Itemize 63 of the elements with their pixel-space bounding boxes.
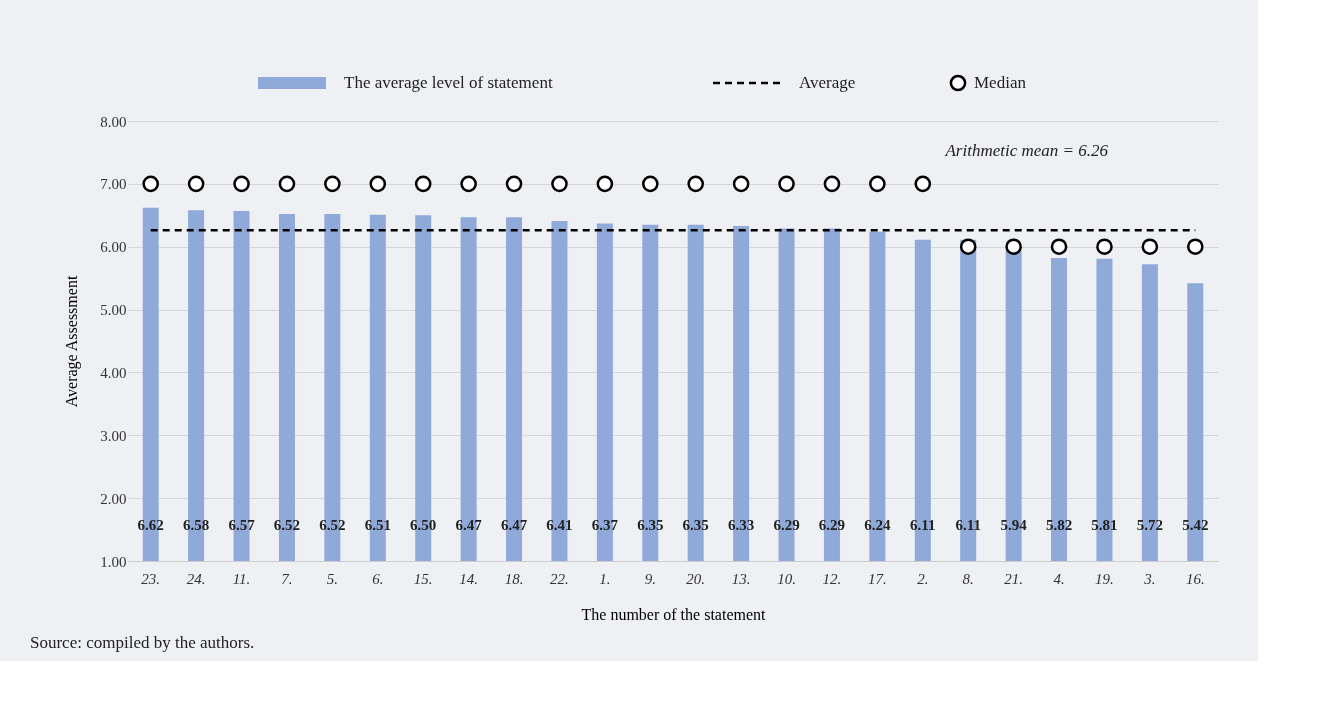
data-label: 6.47 bbox=[455, 517, 483, 533]
x-tick-label: 21. bbox=[1004, 570, 1023, 587]
y-tick-label: 6.00 bbox=[100, 239, 127, 256]
x-tick-label: 17. bbox=[868, 570, 887, 587]
x-tick-label: 13. bbox=[731, 570, 751, 587]
y-tick-label: 8.00 bbox=[100, 113, 127, 130]
data-label: 6.58 bbox=[183, 517, 210, 533]
y-tick-label: 3.00 bbox=[100, 427, 127, 444]
data-label: 6.33 bbox=[728, 517, 755, 533]
x-axis-title: The number of the statement bbox=[581, 605, 767, 623]
data-label: 5.94 bbox=[1000, 517, 1028, 533]
y-tick-label: 1.00 bbox=[100, 553, 127, 570]
x-tick-label: 2. bbox=[917, 570, 929, 587]
x-tick-label: 24. bbox=[186, 570, 206, 587]
data-label: 5.82 bbox=[1045, 517, 1073, 533]
y-tick-label: 7.00 bbox=[100, 176, 127, 193]
annotation: Arithmetic mean = 6.26 bbox=[944, 141, 1109, 160]
x-tick-label: 9. bbox=[644, 570, 656, 587]
x-tick-label: 10. bbox=[777, 570, 796, 587]
legend-label: Average bbox=[799, 73, 856, 92]
data-label: 6.29 bbox=[818, 517, 846, 533]
data-label: 6.11 bbox=[955, 517, 981, 533]
data-label: 6.37 bbox=[591, 517, 619, 533]
data-label: 6.29 bbox=[773, 517, 800, 533]
y-tick-label: 5.00 bbox=[100, 302, 127, 319]
y-tick-label: 4.00 bbox=[100, 364, 127, 381]
data-label: 6.62 bbox=[137, 517, 164, 533]
y-tick-label: 2.00 bbox=[100, 490, 127, 507]
x-tick-label: 4. bbox=[1053, 570, 1065, 587]
data-label: 6.50 bbox=[410, 517, 437, 533]
x-tick-label: 3. bbox=[1143, 570, 1156, 587]
data-label: 5.81 bbox=[1091, 517, 1118, 533]
data-label: 6.35 bbox=[637, 517, 664, 533]
y-axis-title: Average Assessment bbox=[63, 275, 82, 408]
x-tick-label: 8. bbox=[962, 570, 974, 587]
data-label: 6.24 bbox=[864, 517, 891, 533]
x-tick-label: 12. bbox=[822, 570, 842, 587]
x-tick-label: 20. bbox=[686, 570, 706, 587]
data-label: 6.35 bbox=[682, 517, 709, 533]
x-tick-label: 1. bbox=[599, 570, 611, 587]
x-tick-label: 15. bbox=[413, 570, 433, 587]
x-tick-label: 16. bbox=[1185, 570, 1205, 587]
data-label: 6.51 bbox=[364, 517, 391, 533]
x-tick-label: 6. bbox=[372, 570, 384, 587]
data-label: 6.11 bbox=[910, 517, 936, 533]
x-tick-label: 23. bbox=[141, 570, 161, 587]
data-label: 6.52 bbox=[319, 517, 346, 533]
x-tick-label: 14. bbox=[459, 570, 478, 587]
x-tick-label: 22. bbox=[550, 570, 569, 587]
x-tick-label: 18. bbox=[504, 570, 524, 587]
legend-label: The average level of statement bbox=[344, 73, 553, 92]
x-tick-label: 19. bbox=[1095, 570, 1114, 587]
x-tick-label: 7. bbox=[281, 570, 293, 587]
data-label: 6.52 bbox=[273, 517, 301, 533]
x-tick-label: 11. bbox=[232, 570, 251, 587]
data-label: 6.47 bbox=[500, 517, 528, 533]
data-label: 6.57 bbox=[228, 517, 256, 533]
data-label: 5.42 bbox=[1182, 517, 1209, 533]
data-label: 5.72 bbox=[1136, 517, 1163, 533]
x-tick-label: 5. bbox=[326, 570, 338, 587]
source-note: Source: compiled by the authors. bbox=[30, 633, 255, 652]
legend-label: Median bbox=[974, 73, 1027, 92]
data-label: 6.41 bbox=[546, 517, 573, 533]
